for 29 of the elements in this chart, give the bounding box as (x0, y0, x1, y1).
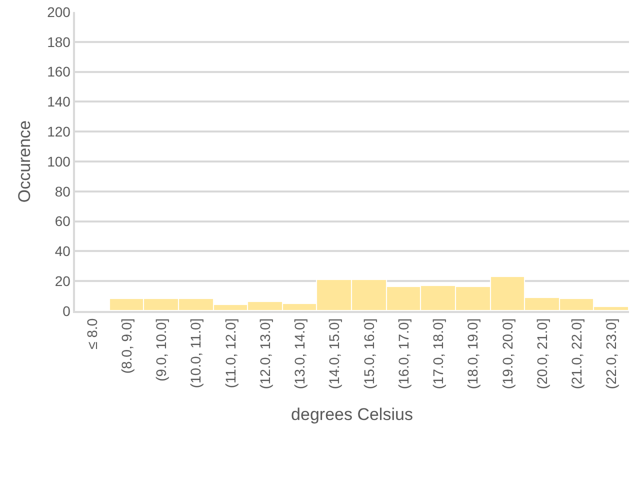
y-tick-label: 60 (54, 213, 71, 230)
x-tick-label: (16.0, 17.0] (395, 318, 412, 390)
x-tick-label: (17.0, 18.0] (430, 318, 446, 390)
x-axis-title: degrees Celsius (291, 405, 413, 424)
y-tick-label: 140 (47, 94, 71, 110)
x-tick-label: (19.0, 20.0] (499, 318, 516, 390)
y-axis-title: Occurence (15, 120, 34, 203)
x-tick-label: (18.0, 19.0] (464, 318, 481, 390)
x-tick-label: (11.0, 12.0] (222, 318, 238, 388)
y-tick-label: 100 (47, 153, 71, 170)
y-tick-label: 40 (54, 243, 71, 260)
x-tick-label: (14.0, 15.0] (326, 318, 342, 390)
x-tick-label: (10.0, 11.0] (188, 318, 204, 388)
y-tick-label: 20 (54, 273, 71, 289)
x-tick-label: (20.0, 21.0] (534, 318, 550, 390)
y-tick-label: 160 (47, 64, 71, 80)
y-tick-label: 0 (62, 302, 71, 319)
y-tick-label: 180 (47, 34, 71, 50)
x-tick-label: (21.0, 22.0] (568, 318, 585, 390)
x-tick-label: ≤ 8.0 (84, 318, 100, 350)
x-tick-label: (12.0, 13.0] (256, 318, 273, 390)
x-tick-label: (9.0, 10.0] (153, 318, 170, 382)
x-tick-label: (15.0, 16.0] (360, 318, 377, 390)
x-tick-label: (8.0, 9.0] (118, 318, 134, 374)
x-tick-label: (22.0, 23.0] (603, 318, 620, 390)
y-tick-label: 80 (54, 183, 71, 200)
y-tick-label: 200 (47, 4, 71, 20)
x-tick-label: (13.0, 14.0] (292, 318, 308, 390)
y-tick-label: 120 (47, 124, 71, 140)
